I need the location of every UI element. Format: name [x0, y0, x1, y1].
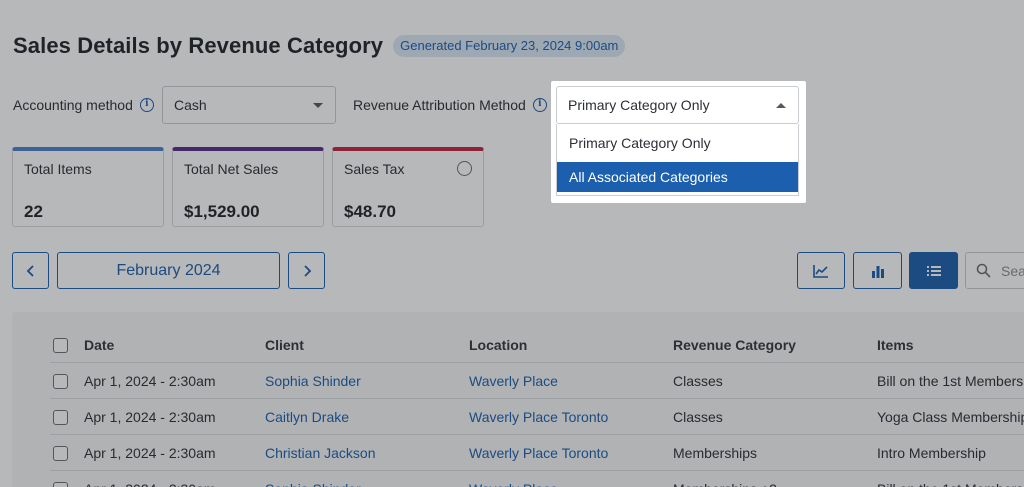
- column-header-date[interactable]: Date: [84, 337, 115, 353]
- sales-table: Date Client Location Revenue Category It…: [12, 312, 1024, 487]
- period-label: February 2024: [116, 261, 221, 279]
- info-icon[interactable]: i: [139, 98, 154, 112]
- accounting-method-select[interactable]: Cash: [162, 86, 336, 124]
- stat-value: $1,529.00: [184, 202, 260, 221]
- bar-chart-view-button[interactable]: [853, 252, 902, 289]
- title-row: Sales Details by Revenue Category Genera…: [13, 32, 626, 60]
- stat-card-sales-tax[interactable]: Sales Tax $48.70: [332, 147, 484, 227]
- cell-date: Apr 1, 2024 - 2:30am: [84, 373, 216, 389]
- revenue-attribution-value: Primary Category Only: [568, 97, 710, 113]
- revenue-attribution-select[interactable]: Primary Category Only: [556, 86, 799, 124]
- table-row[interactable]: Apr 1, 2024 - 2:30am Sophia Shinder Wave…: [50, 471, 1024, 487]
- bar-chart-icon: [871, 265, 884, 278]
- cell-revenue-category: Memberships +2: [673, 471, 777, 487]
- cell-items: Bill on the 1st Membersh: [877, 471, 1024, 487]
- stat-label: Total Items: [24, 161, 92, 177]
- row-checkbox[interactable]: [53, 410, 68, 425]
- cell-client-link[interactable]: Caitlyn Drake: [265, 409, 350, 425]
- option-all-associated-categories[interactable]: All Associated Categories: [557, 162, 798, 192]
- period-button[interactable]: February 2024: [57, 252, 280, 289]
- cell-client-link[interactable]: Sophia Shinder: [265, 471, 361, 487]
- column-header-items[interactable]: Items: [877, 337, 914, 353]
- cell-items: Bill on the 1st Membersh: [877, 373, 1024, 389]
- option-primary-category-only[interactable]: Primary Category Only: [569, 135, 711, 151]
- column-header-location[interactable]: Location: [469, 337, 528, 353]
- revenue-attribution-menu: Primary Category Only All Associated Cat…: [556, 124, 799, 196]
- chevron-left-icon: [26, 264, 34, 277]
- cell-location-link[interactable]: Waverly Place Toronto: [469, 409, 609, 425]
- chevron-up-icon: [776, 103, 786, 108]
- column-header-revenue-category[interactable]: Revenue Category: [673, 337, 796, 353]
- revenue-attribution-label: Revenue Attribution Method i: [353, 95, 547, 115]
- cell-revenue-category: Classes: [673, 409, 723, 425]
- stat-value: 22: [24, 202, 43, 221]
- row-checkbox[interactable]: [53, 446, 68, 461]
- accounting-method-value: Cash: [174, 97, 207, 113]
- chevron-down-icon: [313, 103, 323, 108]
- cell-items: Yoga Class Membership: [877, 409, 1024, 425]
- list-view-button[interactable]: [909, 252, 958, 289]
- stat-label: Total Net Sales: [184, 161, 279, 177]
- stat-value: $48.70: [344, 202, 396, 221]
- stat-card-total-net-sales: Total Net Sales $1,529.00: [172, 147, 324, 227]
- previous-month-button[interactable]: [12, 252, 49, 289]
- generated-badge: Generated February 23, 2024 9:00am: [393, 35, 626, 57]
- row-checkbox[interactable]: [53, 374, 68, 389]
- cell-location-link[interactable]: Waverly Place: [469, 471, 558, 487]
- page-title: Sales Details by Revenue Category: [13, 33, 384, 58]
- cell-location-link[interactable]: Waverly Place: [469, 373, 558, 389]
- cell-date: Apr 1, 2024 - 2:30am: [84, 409, 216, 425]
- select-all-checkbox[interactable]: [53, 338, 68, 353]
- cell-revenue-category: Classes: [673, 373, 723, 389]
- stat-card-total-items: Total Items 22: [12, 147, 164, 227]
- search-placeholder: Sea: [1001, 262, 1024, 279]
- search-icon: [976, 263, 991, 278]
- cell-location-link[interactable]: Waverly Place Toronto: [469, 445, 609, 461]
- next-month-button[interactable]: [288, 252, 325, 289]
- chevron-right-icon: [303, 264, 311, 277]
- line-chart-icon: [813, 264, 828, 278]
- table-row[interactable]: Apr 1, 2024 - 2:30am Christian Jackson W…: [50, 435, 1024, 471]
- cell-items: Intro Membership: [877, 445, 986, 461]
- cell-revenue-category: Memberships: [673, 445, 758, 461]
- cell-date: Apr 1, 2024 - 2:30am: [84, 445, 216, 461]
- cell-client-link[interactable]: Sophia Shinder: [265, 373, 361, 389]
- search-input[interactable]: Sea: [965, 252, 1024, 289]
- list-icon: [926, 265, 941, 276]
- cell-client-link[interactable]: Christian Jackson: [265, 445, 376, 461]
- line-chart-view-button[interactable]: [797, 252, 845, 289]
- table-row[interactable]: Apr 1, 2024 - 2:30am Sophia Shinder Wave…: [50, 363, 1024, 399]
- revenue-attribution-label-text: Revenue Attribution Method: [353, 97, 526, 113]
- accounting-method-label-text: Accounting method: [13, 97, 133, 113]
- table-row[interactable]: Apr 1, 2024 - 2:30am Caitlyn Drake Waver…: [50, 399, 1024, 435]
- cell-date: Apr 1, 2024 - 2:30am: [84, 471, 216, 487]
- info-icon[interactable]: i: [532, 98, 547, 112]
- column-header-client[interactable]: Client: [265, 337, 304, 353]
- accounting-method-label: Accounting method i: [13, 95, 154, 115]
- radio-icon[interactable]: [457, 161, 472, 176]
- table-header-row: Date Client Location Revenue Category It…: [50, 327, 1024, 363]
- stat-label: Sales Tax: [344, 161, 405, 177]
- row-checkbox[interactable]: [53, 482, 68, 487]
